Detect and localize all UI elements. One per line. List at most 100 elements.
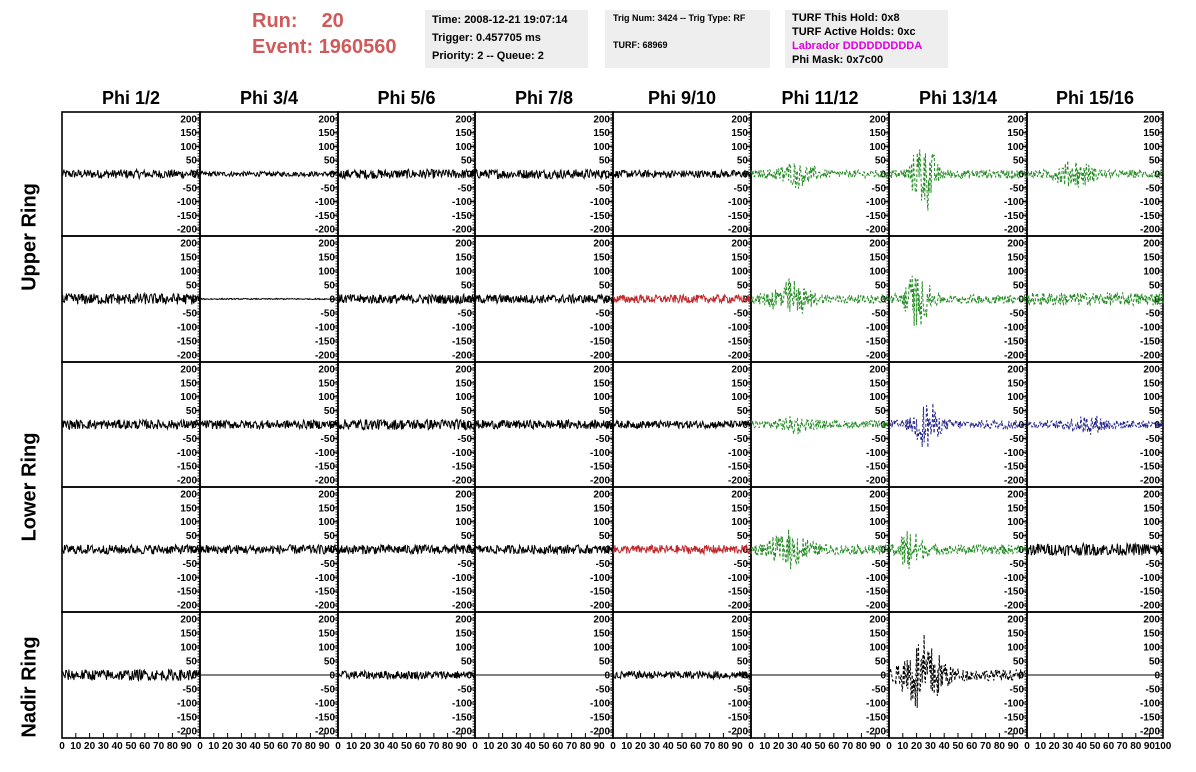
y-tick-label: -200	[590, 727, 610, 738]
x-tick-label: 40	[1076, 741, 1088, 752]
y-tick-label: 150	[180, 378, 197, 389]
y-tick-label: -100	[590, 573, 610, 584]
column-title-3: Phi 5/6	[377, 88, 435, 108]
y-tick-label: -150	[177, 587, 197, 598]
x-tick-label: 90	[181, 741, 193, 752]
x-tick-label: 30	[649, 741, 661, 752]
time-text: Time: 2008-12-21 19:07:14	[432, 14, 568, 26]
x-tick-label: 50	[263, 741, 275, 752]
x-tick-label: 40	[112, 741, 124, 752]
x-tick-label: 50	[952, 741, 964, 752]
x-tick-label: 0	[748, 741, 754, 752]
trig-num-box: Trig Num: 3424 -- Trig Type: RF TURF: 68…	[605, 10, 770, 68]
waveform-trace-r1-c8	[1026, 160, 1164, 188]
x-tick-label: 30	[98, 741, 110, 752]
y-tick-label: -200	[590, 351, 610, 362]
x-tick-label: 70	[153, 741, 165, 752]
x-tick-label: 20	[84, 741, 96, 752]
x-tick-label: 50	[401, 741, 413, 752]
y-tick-label: 200	[731, 489, 748, 500]
y-tick-label: -100	[728, 323, 748, 334]
y-tick-label: 50	[599, 406, 611, 417]
y-tick-label: -100	[177, 573, 197, 584]
waveform-trace-r2-c3	[337, 292, 476, 305]
y-tick-label: -200	[177, 727, 197, 738]
y-tick-label: -100	[1004, 573, 1024, 584]
x-tick-label: 40	[801, 741, 813, 752]
y-tick-label: -100	[1004, 323, 1024, 334]
y-tick-label: 200	[731, 239, 748, 250]
y-tick-label: 50	[737, 657, 749, 668]
y-tick-label: -150	[452, 713, 472, 724]
y-tick-label: 100	[593, 392, 610, 403]
y-tick-label: -150	[866, 462, 886, 473]
y-tick-label: 0	[466, 420, 472, 431]
y-tick-label: -50	[734, 183, 749, 194]
y-tick-label: 150	[180, 253, 197, 264]
y-tick-label: 50	[1149, 406, 1161, 417]
y-tick-label: -200	[315, 225, 335, 236]
y-tick-label: 100	[593, 267, 610, 278]
y-tick-label: 100	[455, 392, 472, 403]
y-tick-label: 150	[180, 629, 197, 640]
y-tick-label: -200	[728, 476, 748, 487]
y-tick-label: 100	[455, 142, 472, 153]
y-tick-label: 50	[186, 156, 198, 167]
y-tick-label: 100	[1143, 517, 1160, 528]
y-tick-label: -100	[177, 197, 197, 208]
y-tick-label: 200	[180, 239, 197, 250]
x-tick-label: 70	[980, 741, 992, 752]
x-tick-label: 80	[856, 741, 868, 752]
y-tick-label: -100	[1140, 197, 1160, 208]
y-tick-label: 100	[180, 643, 197, 654]
y-tick-label: 150	[1143, 378, 1160, 389]
y-tick-label: 200	[455, 489, 472, 500]
x-tick-label: 70	[1117, 741, 1129, 752]
y-tick-label: -200	[452, 225, 472, 236]
waveform-trace-r5-c5	[612, 669, 752, 681]
x-tick-label: 90	[1144, 741, 1156, 752]
y-tick-label: 150	[318, 503, 335, 514]
y-tick-label: -50	[734, 559, 749, 570]
x-tick-label: 60	[415, 741, 427, 752]
x-tick-label: 40	[387, 741, 399, 752]
run-event-header: Run: 20 Event: 1960560	[252, 8, 397, 60]
y-tick-label: 200	[869, 364, 886, 375]
y-tick-label: -50	[872, 685, 887, 696]
y-tick-label: -100	[590, 448, 610, 459]
y-tick-label: -150	[590, 337, 610, 348]
y-tick-label: -200	[728, 601, 748, 612]
waveform-trace-r3-c1	[61, 418, 201, 431]
y-tick-label: 50	[875, 531, 887, 542]
trigger-info-box: Time: 2008-12-21 19:07:14 Trigger: 0.457…	[425, 10, 588, 68]
y-tick-label: -50	[1010, 685, 1025, 696]
y-tick-label: 0	[191, 671, 197, 682]
y-tick-label: 150	[731, 128, 748, 139]
y-tick-label: 50	[1149, 281, 1161, 292]
y-tick-label: -50	[872, 434, 887, 445]
y-tick-label: -150	[866, 337, 886, 348]
x-tick-label: 30	[925, 741, 937, 752]
y-tick-label: 50	[1149, 657, 1161, 668]
y-tick-label: 100	[731, 392, 748, 403]
y-tick-label: -50	[734, 309, 749, 320]
y-tick-label: 150	[180, 128, 197, 139]
y-tick-label: -150	[1004, 587, 1024, 598]
column-title-1: Phi 1/2	[102, 88, 160, 108]
turf-active-text: TURF Active Holds: 0xc	[792, 26, 916, 38]
y-tick-label: 200	[1007, 239, 1024, 250]
y-tick-label: -150	[590, 211, 610, 222]
y-tick-label: 100	[731, 517, 748, 528]
y-tick-label: 100	[1143, 142, 1160, 153]
y-tick-label: 200	[1143, 615, 1160, 626]
y-tick-label: 150	[318, 378, 335, 389]
y-tick-label: -200	[177, 601, 197, 612]
x-tick-label: 90	[1008, 741, 1020, 752]
column-title-4: Phi 7/8	[515, 88, 573, 108]
y-tick-label: -50	[183, 559, 198, 570]
y-tick-label: 100	[1007, 267, 1024, 278]
y-tick-label: 200	[1143, 114, 1160, 125]
y-tick-label: 50	[461, 156, 473, 167]
y-tick-label: -50	[1010, 559, 1025, 570]
